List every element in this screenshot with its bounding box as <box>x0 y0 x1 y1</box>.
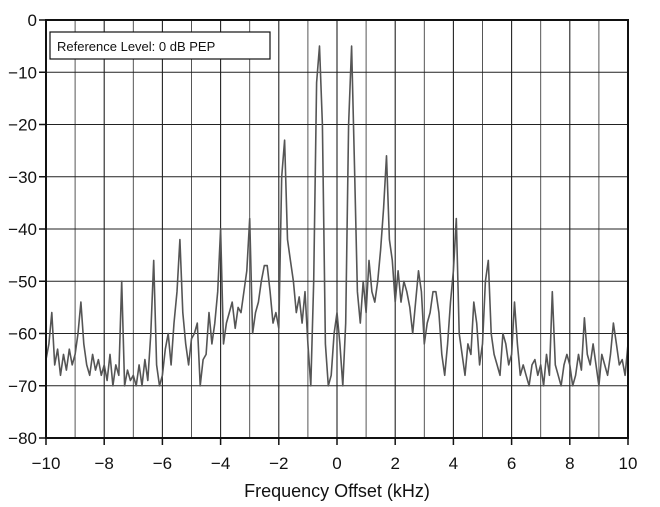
x-tick-label: −6 <box>153 454 172 473</box>
y-tick-label: 0 <box>28 11 37 30</box>
y-tick-label: −10 <box>8 63 37 82</box>
x-tick-label: 8 <box>565 454 574 473</box>
x-tick-label: −2 <box>269 454 288 473</box>
x-tick-label: −4 <box>211 454 230 473</box>
x-tick-label: 10 <box>619 454 638 473</box>
reference-level-label: Reference Level: 0 dB PEP <box>57 39 215 54</box>
x-tick-label: 2 <box>390 454 399 473</box>
x-tick-label: 6 <box>507 454 516 473</box>
trace-layer <box>45 45 629 387</box>
x-axis-title: Frequency Offset (kHz) <box>244 481 430 501</box>
x-tick-label: −8 <box>95 454 114 473</box>
x-tick-label: −10 <box>32 454 61 473</box>
x-tick-label: 4 <box>449 454 458 473</box>
reference-level-frame <box>49 31 271 60</box>
ticks: −10 −8 −6 −4 −2 0 2 4 6 8 100−10−20−30−40−50−60−70… <box>8 11 637 473</box>
y-tick-label: −40 <box>8 220 37 239</box>
y-tick-label: −50 <box>8 272 37 291</box>
y-tick-label: −60 <box>8 325 37 344</box>
y-tick-label: −70 <box>8 377 37 396</box>
spectrum-trace <box>45 45 629 387</box>
reference-level-box: Reference Level: 0 dB PEP <box>49 31 271 60</box>
y-tick-label: −80 <box>8 429 37 448</box>
y-tick-label: −20 <box>8 116 37 135</box>
y-tick-label: −30 <box>8 168 37 187</box>
x-tick-label: 0 <box>332 454 341 473</box>
